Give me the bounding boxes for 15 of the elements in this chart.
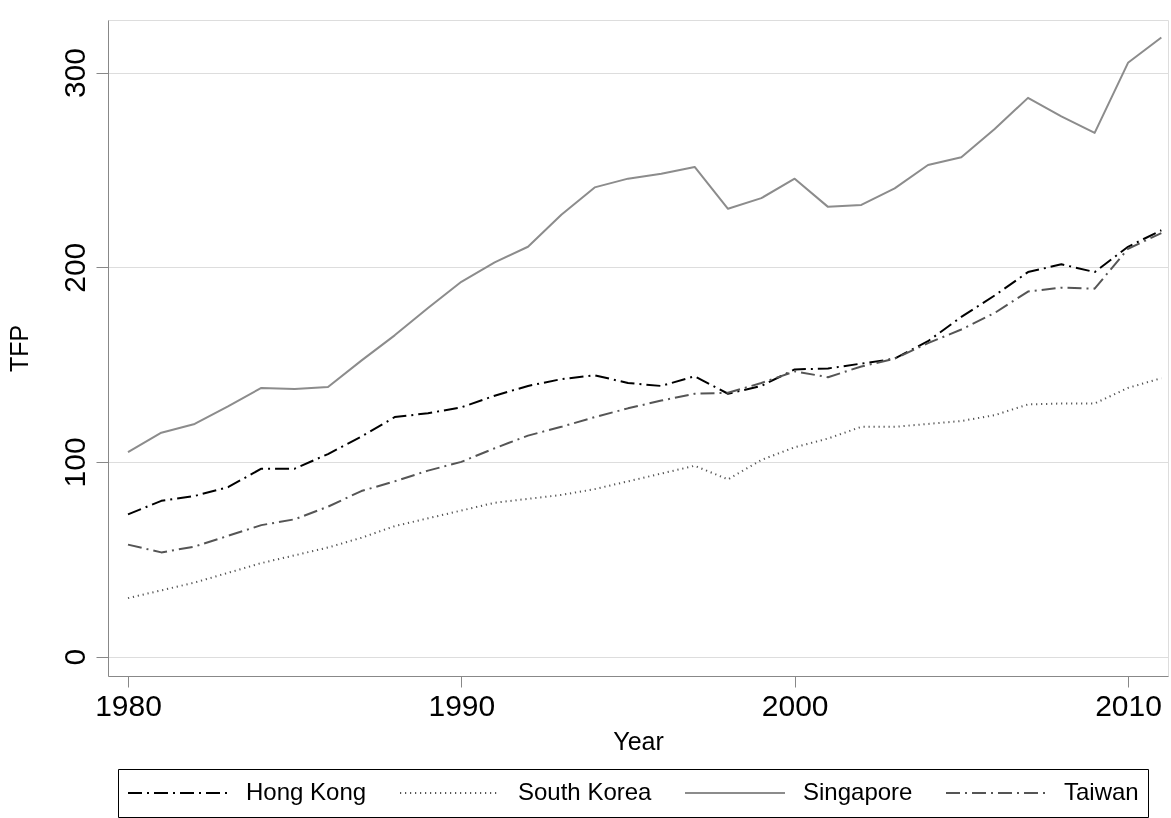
y-tick-label: 100 (57, 437, 91, 488)
x-tick-label: 2010 (1095, 688, 1162, 722)
line-series (127, 36, 1163, 454)
x-axis-title: Year (613, 726, 664, 755)
legend-label: South Korea (518, 778, 653, 805)
x-tick-label: 1990 (428, 688, 496, 722)
x-tick-label: 1980 (95, 688, 162, 722)
legend-label: Taiwan (1064, 778, 1139, 805)
legend-label: Singapore (803, 778, 913, 805)
y-axis-title: TFP (4, 324, 33, 373)
x-tick-label: 2000 (761, 688, 829, 722)
y-tick-label: 0 (57, 648, 91, 666)
y-tick-label: 300 (57, 48, 91, 99)
legend-label: Hong Kong (246, 778, 367, 805)
y-tick-label: 200 (57, 242, 91, 293)
